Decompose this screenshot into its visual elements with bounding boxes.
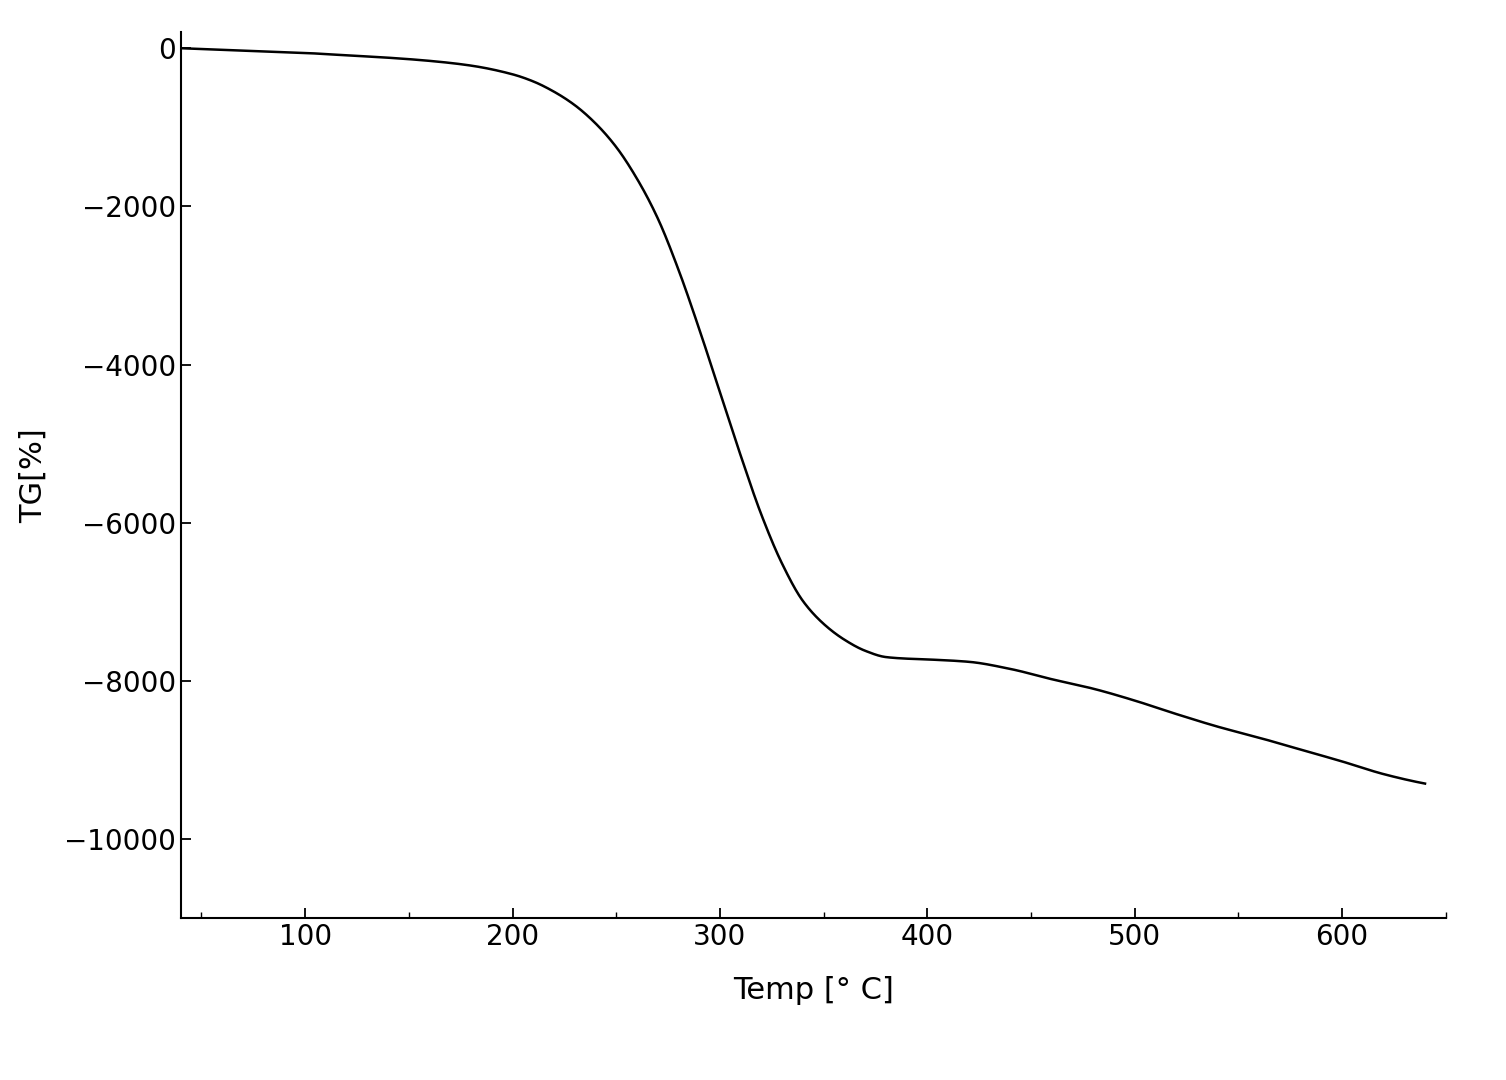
Y-axis label: TG[%]: TG[%]	[18, 428, 47, 523]
X-axis label: Temp [° C]: Temp [° C]	[733, 976, 893, 1004]
